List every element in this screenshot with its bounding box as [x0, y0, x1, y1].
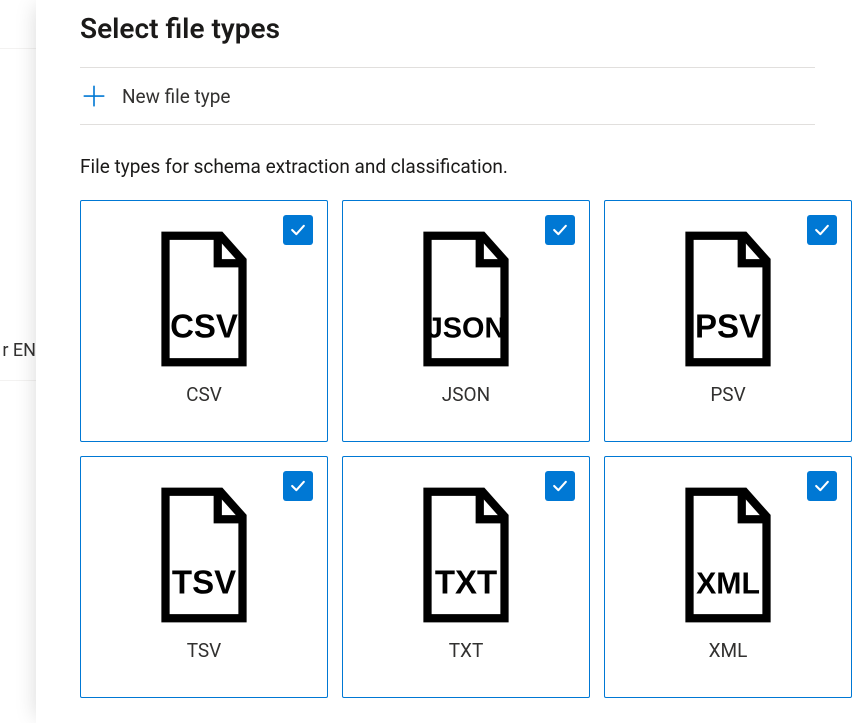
file-type-card-psv[interactable]: PSV PSV: [604, 200, 852, 442]
file-type-card-json[interactable]: JSON JSON: [342, 200, 590, 442]
svg-text:TXT: TXT: [435, 564, 497, 601]
svg-text:XML: XML: [696, 568, 760, 601]
file-icon: TSV: [149, 485, 259, 625]
panel-title: Select file types: [80, 0, 815, 67]
file-type-card-txt[interactable]: TXT TXT: [342, 456, 590, 698]
file-type-label: TSV: [187, 639, 222, 662]
file-type-card-xml[interactable]: XML XML: [604, 456, 852, 698]
new-file-type-label: New file type: [122, 85, 231, 108]
background-left-strip: r EN: [0, 0, 36, 723]
file-icon: JSON: [411, 229, 521, 369]
checkbox-checked[interactable]: [283, 215, 313, 245]
left-divider: [0, 48, 36, 49]
background-text-fragment: r EN: [0, 340, 36, 361]
svg-text:CSV: CSV: [170, 308, 238, 345]
file-type-label: CSV: [186, 383, 222, 406]
checkbox-checked[interactable]: [283, 471, 313, 501]
file-icon: XML: [673, 485, 783, 625]
panel-description: File types for schema extraction and cla…: [80, 125, 815, 200]
file-type-card-tsv[interactable]: TSV TSV: [80, 456, 328, 698]
checkbox-checked[interactable]: [545, 215, 575, 245]
svg-text:PSV: PSV: [695, 308, 761, 345]
svg-text:JSON: JSON: [427, 313, 506, 345]
file-type-label: XML: [709, 639, 748, 662]
new-file-type-button[interactable]: New file type: [80, 67, 815, 125]
file-icon: PSV: [673, 229, 783, 369]
checkbox-checked[interactable]: [807, 471, 837, 501]
file-type-grid: CSV CSV JSON JSON: [80, 200, 815, 698]
file-type-label: PSV: [710, 383, 745, 406]
left-divider: [0, 380, 36, 381]
select-file-types-panel: Select file types New file type File typ…: [36, 0, 855, 723]
checkbox-checked[interactable]: [807, 215, 837, 245]
plus-icon: [80, 82, 108, 110]
file-icon: CSV: [149, 229, 259, 369]
checkbox-checked[interactable]: [545, 471, 575, 501]
file-type-card-csv[interactable]: CSV CSV: [80, 200, 328, 442]
file-type-label: TXT: [449, 639, 484, 662]
file-type-label: JSON: [442, 383, 490, 406]
svg-text:TSV: TSV: [172, 564, 236, 601]
file-icon: TXT: [411, 485, 521, 625]
